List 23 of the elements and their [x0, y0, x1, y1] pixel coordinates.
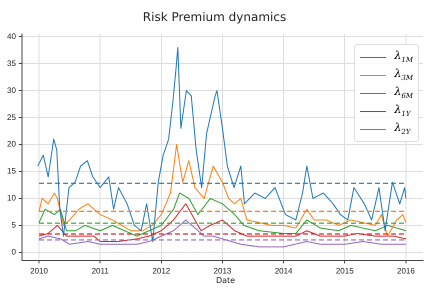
legend-label: λ$_{1Y}$ — [394, 103, 410, 119]
y-tick-label: 30 — [6, 86, 16, 95]
y-tick-label: 20 — [6, 140, 16, 149]
x-tick-label: 2012 — [152, 266, 171, 276]
x-tick-label: 2015 — [336, 266, 354, 276]
y-tick-label: 10 — [6, 194, 16, 203]
legend-label: λ$_{3M}$ — [394, 67, 413, 83]
x-tick-label: 2016 — [396, 266, 416, 276]
y-tick-label: 15 — [6, 166, 16, 176]
y-tick-label: 35 — [6, 58, 16, 68]
chart-title: Risk Premium dynamics — [142, 10, 288, 24]
y-tick-label: 25 — [6, 112, 16, 122]
y-tick-label: 0 — [11, 248, 16, 257]
legend-label: λ$_{6M}$ — [394, 85, 413, 101]
x-tick-label: 2011 — [92, 266, 110, 276]
legend-label: λ$_{2Y}$ — [394, 121, 410, 137]
y-tick-label: 5 — [11, 220, 16, 230]
legend-label: λ$_{1M}$ — [394, 49, 413, 65]
x-axis-title: Date — [214, 276, 236, 285]
x-tick-label: 2014 — [274, 266, 294, 276]
y-tick-label: 40 — [6, 32, 16, 41]
x-tick-label: 2010 — [30, 266, 48, 276]
x-tick-label: 2013 — [214, 266, 232, 276]
